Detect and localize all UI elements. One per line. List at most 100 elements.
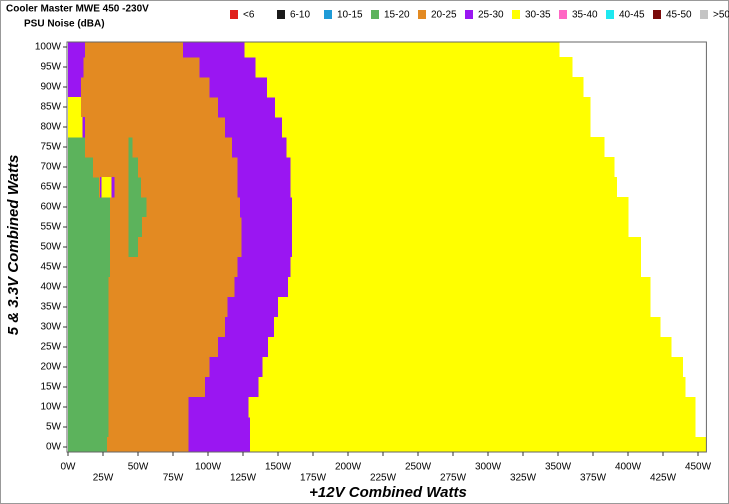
y-tick-label: 90W [40, 82, 61, 93]
heat-cell [286, 137, 605, 158]
heat-cell [68, 57, 84, 78]
legend-label: 10-15 [337, 10, 363, 21]
heat-cell [240, 197, 293, 218]
heat-cell [128, 217, 143, 238]
heat-cell [80, 97, 219, 118]
y-tick-label: 50W [40, 242, 61, 253]
heat-cell [290, 257, 641, 278]
legend-swatch [371, 10, 379, 19]
x-tick-label: 250W [405, 462, 432, 473]
heat-cell [110, 237, 129, 258]
heat-cell [188, 417, 251, 438]
heat-cell [110, 257, 238, 278]
heat-cell [244, 42, 560, 58]
heat-cell [199, 57, 256, 78]
legend-swatch [653, 10, 661, 19]
legend-swatch [230, 10, 238, 19]
heat-cell [108, 377, 206, 398]
legend-swatch [277, 10, 285, 19]
heat-cell [255, 57, 573, 78]
heat-cell [224, 317, 275, 338]
heat-cell [209, 77, 268, 98]
heat-cell [290, 157, 615, 178]
x-tick-label: 225W [370, 473, 397, 484]
legend-label: >50 [713, 10, 729, 21]
heat-cell [262, 357, 683, 378]
legend-swatch [700, 10, 708, 19]
y-tick-label: 85W [40, 102, 61, 113]
heat-cell [68, 437, 108, 453]
heat-cell [68, 257, 111, 278]
heat-cell [287, 277, 651, 298]
y-tick-label: 65W [40, 182, 61, 193]
heat-cell [108, 417, 189, 438]
heat-cell [68, 117, 83, 138]
heat-cell [68, 357, 109, 378]
heat-cell [68, 137, 86, 158]
heat-cell [227, 297, 279, 318]
heat-cell [241, 237, 293, 258]
legend-label: 25-30 [478, 10, 504, 21]
heat-cell [128, 237, 139, 258]
heat-cell [93, 157, 129, 178]
heat-cell [128, 197, 147, 218]
heat-cell [114, 177, 129, 198]
heat-cell [248, 397, 696, 418]
heat-cell [84, 42, 184, 58]
y-tick-label: 15W [40, 382, 61, 393]
heat-cell [224, 117, 283, 138]
heat-cell [68, 217, 111, 238]
x-tick-label: 275W [440, 473, 467, 484]
heat-cell [241, 217, 293, 238]
x-tick-label: 350W [545, 462, 572, 473]
heat-cell [68, 97, 81, 118]
y-tick-label: 40W [40, 282, 61, 293]
heat-cell [128, 137, 133, 158]
heat-cell [68, 397, 109, 418]
legend-label: 40-45 [619, 10, 645, 21]
heat-cell [266, 77, 584, 98]
x-tick-label: 125W [230, 473, 257, 484]
heat-cell [84, 117, 226, 138]
heat-cell [98, 177, 101, 198]
heat-cell [111, 177, 115, 198]
heat-cell [209, 357, 263, 378]
heat-cell [108, 337, 219, 358]
heat-cell [278, 297, 651, 318]
x-tick-label: 325W [510, 473, 537, 484]
y-tick-label: 100W [35, 42, 62, 53]
legend-swatch [606, 10, 614, 19]
legend-label: 35-40 [572, 10, 598, 21]
heat-cell [108, 297, 228, 318]
heat-cell [217, 337, 269, 358]
y-tick-label: 30W [40, 322, 61, 333]
y-tick-label: 35W [40, 302, 61, 313]
heat-cell [108, 397, 189, 418]
heat-cell [68, 277, 109, 298]
heat-cell [138, 237, 242, 258]
heat-cell [128, 177, 142, 198]
y-tick-label: 70W [40, 162, 61, 173]
heat-cell [100, 177, 102, 198]
y-tick-label: 95W [40, 62, 61, 73]
heat-cell [68, 77, 81, 98]
heat-cell [275, 97, 591, 118]
heat-cell [83, 57, 200, 78]
heat-cell [292, 237, 641, 258]
heat-cell [110, 197, 129, 218]
x-axis-title: +12V Combined Watts [309, 484, 467, 501]
heat-cell [237, 157, 291, 178]
x-tick-label: 25W [93, 473, 114, 484]
heat-cell [258, 377, 686, 398]
heat-cell [68, 157, 94, 178]
legend-label: 30-35 [525, 10, 551, 21]
x-tick-label: 400W [615, 462, 642, 473]
heat-cell [182, 42, 245, 58]
y-tick-label: 20W [40, 362, 61, 373]
heat-cell [140, 177, 238, 198]
heat-cell [132, 137, 233, 158]
heat-cell [268, 337, 672, 358]
legend-label: 45-50 [666, 10, 692, 21]
legend-swatch [559, 10, 567, 19]
x-tick-label: 0W [61, 462, 77, 473]
